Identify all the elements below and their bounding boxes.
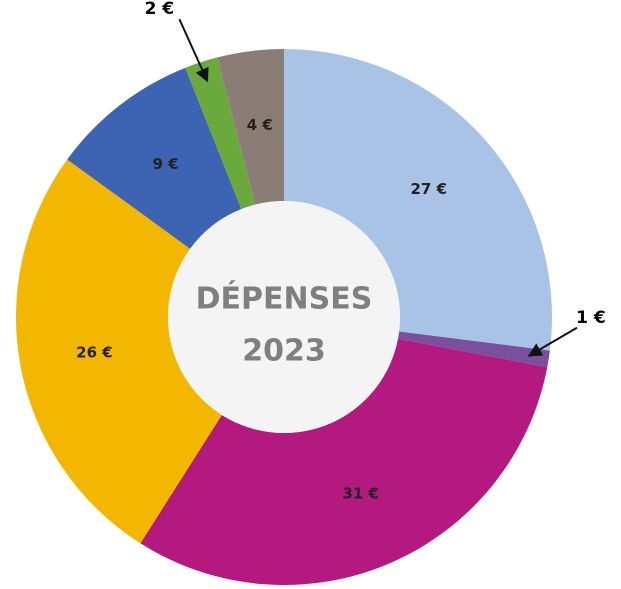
callout-label: 1 € [576,308,606,328]
center-title: DÉPENSES [196,281,373,317]
slice [15,159,222,544]
center-subtitle: 2023 [242,334,326,369]
donut [15,49,552,585]
callout-arrow [527,326,578,357]
slice [185,57,256,210]
center-hole [168,201,400,433]
slice-label: 9 € [153,155,179,173]
slice [284,49,552,351]
slice [67,67,242,249]
slice-label: 26 € [76,344,113,362]
slice [217,49,284,205]
callout-label: 2 € [145,0,175,19]
slice [397,331,550,368]
slice [140,338,548,585]
callout-arrow [178,18,209,83]
slice-label: 4 € [247,116,273,134]
slice-label: 31 € [342,485,379,503]
slice-label: 27 € [410,180,447,198]
